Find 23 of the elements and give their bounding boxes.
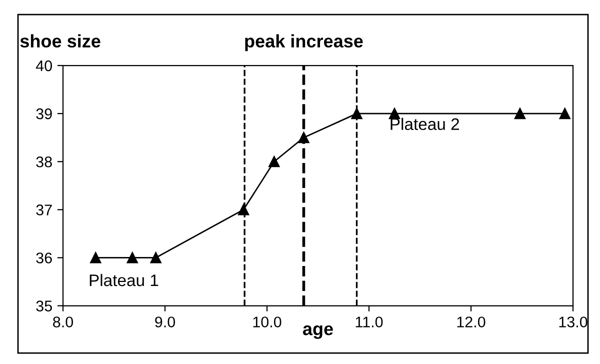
- y-tick-label: 38: [36, 156, 52, 168]
- y-tick-label: 36: [36, 252, 52, 264]
- y-tick-label: 35: [36, 300, 52, 312]
- point: [126, 252, 138, 264]
- x-tick-label: 8.0: [53, 316, 74, 328]
- point: [514, 108, 526, 120]
- x-tick-label: 11.0: [356, 316, 383, 328]
- y-tick-label: 39: [36, 108, 52, 120]
- point: [90, 252, 102, 264]
- y-tick-label: 37: [36, 204, 52, 216]
- x-tick-label: 12.0: [457, 316, 486, 328]
- y-tick-label: 40: [36, 60, 52, 72]
- annotation: Plateau 1: [90, 274, 158, 286]
- x-tick-label: 13.0: [559, 316, 588, 328]
- x-tick-label: 10.0: [253, 316, 282, 328]
- y-axis-title: shoe size: [20, 34, 100, 48]
- point: [559, 108, 570, 120]
- x-tick-label: 9.0: [155, 316, 176, 328]
- x-axis-title: age: [302, 325, 333, 339]
- point: [150, 252, 162, 264]
- annotation: Plateau 2: [390, 118, 459, 130]
- ref-line-label: peak increase: [245, 34, 363, 52]
- point: [268, 156, 280, 168]
